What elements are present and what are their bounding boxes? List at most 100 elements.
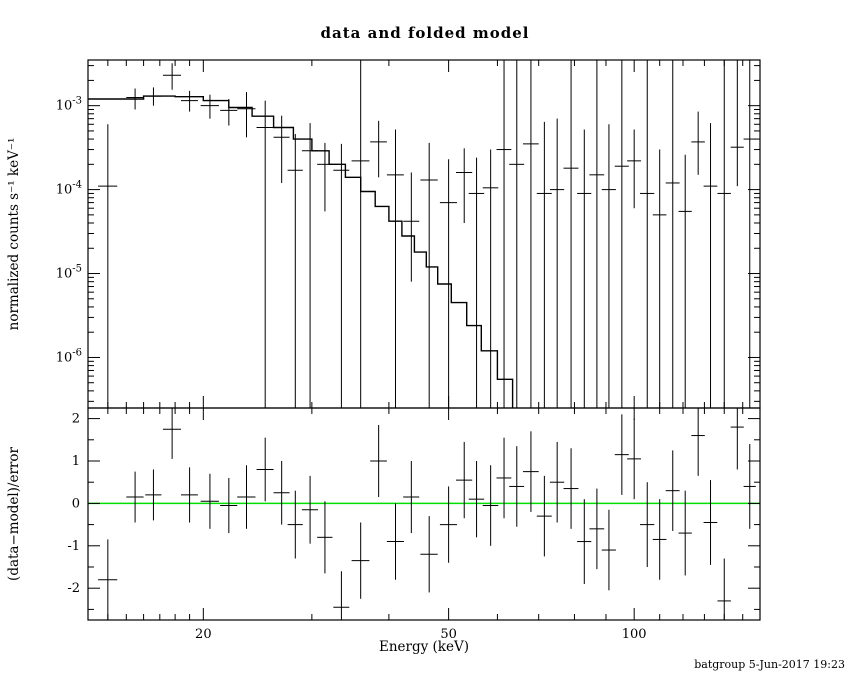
data-point: [665, 60, 680, 408]
data-point: [717, 558, 731, 620]
data-point: [287, 490, 303, 559]
data-point: [627, 418, 642, 500]
data-point: [126, 471, 144, 523]
data-point: [98, 539, 118, 620]
data-point: [665, 450, 680, 531]
data-point: [287, 133, 303, 408]
footer-stamp: batgroup 5-Jun-2017 19:23: [694, 658, 845, 671]
data-point: [317, 142, 333, 212]
data-point: [496, 437, 512, 519]
data-point: [403, 461, 420, 534]
data-point: [691, 111, 705, 175]
data-point: [301, 123, 319, 408]
data-point: [563, 60, 579, 408]
data-point: [333, 571, 350, 620]
data-point: [522, 60, 539, 408]
data-point: [162, 63, 182, 90]
data-point: [98, 124, 118, 408]
data-point: [717, 60, 731, 408]
data-point: [273, 461, 290, 525]
svg-text:1: 1: [72, 454, 80, 469]
y-axis-label-spectrum: normalized counts s⁻¹ keV⁻¹: [6, 138, 22, 331]
data-point: [482, 149, 499, 408]
plot-title: data and folded model: [321, 24, 530, 42]
data-point: [256, 100, 274, 408]
data-point: [589, 60, 605, 408]
data-point: [370, 120, 387, 178]
data-point: [317, 501, 333, 574]
data-point: [181, 90, 198, 112]
data-point: [509, 60, 525, 408]
data-point: [627, 129, 642, 209]
data-point: [652, 499, 667, 580]
data-point: [640, 482, 655, 567]
data-point: [351, 60, 370, 408]
svg-text:100: 100: [622, 627, 647, 642]
data-point: [730, 60, 744, 187]
data-point: [563, 448, 579, 529]
data-point: [237, 465, 256, 529]
data-point: [468, 157, 485, 408]
data-point: [256, 437, 274, 502]
data-point: [351, 522, 370, 599]
data-point: [496, 60, 512, 408]
svg-text:10-5: 10-5: [56, 264, 82, 282]
data-point: [730, 408, 744, 470]
data-point: [370, 424, 387, 498]
data-point: [145, 469, 162, 521]
svg-text:50: 50: [440, 627, 457, 642]
data-point: [614, 60, 629, 408]
data-point: [743, 444, 756, 529]
data-point: [522, 431, 539, 512]
axis-frame: [87, 59, 761, 621]
data-point: [577, 129, 592, 408]
svg-text:10-4: 10-4: [56, 180, 82, 198]
data-point: [439, 159, 458, 408]
data-point: [536, 121, 552, 408]
svg-text:2: 2: [72, 412, 80, 427]
data-point: [509, 446, 525, 527]
data-point: [162, 408, 182, 459]
data-point: [549, 441, 565, 523]
data-point: [468, 461, 485, 538]
data-point: [614, 414, 629, 495]
svg-text:10-3: 10-3: [56, 96, 82, 114]
data-point: [301, 475, 319, 544]
x-axis-label: Energy (keV): [379, 639, 469, 655]
data-point: [640, 60, 655, 408]
data-point: [386, 503, 404, 580]
data-point: [678, 154, 692, 408]
data-point: [456, 148, 473, 223]
data-point: [577, 499, 592, 584]
data-point: [743, 60, 756, 408]
residuals-data: [88, 408, 760, 620]
data-point: [200, 473, 219, 529]
data-point: [536, 475, 552, 557]
svg-text:0: 0: [72, 496, 80, 511]
data-point: [601, 124, 616, 408]
data-point: [386, 129, 404, 408]
data-point: [403, 172, 420, 282]
svg-text:10-6: 10-6: [56, 347, 82, 365]
data-point: [220, 477, 238, 534]
data-point: [549, 118, 565, 408]
data-point: [273, 115, 290, 183]
data-point: [200, 94, 219, 119]
data-point: [420, 516, 438, 593]
svg-text:-2: -2: [67, 581, 80, 596]
model-line: [88, 95, 514, 408]
data-point: [482, 465, 499, 546]
data-point: [703, 480, 718, 565]
spectrum-data: [88, 60, 756, 408]
data-point: [652, 149, 667, 408]
y-axis-label-residuals: (data−model)/error: [6, 447, 22, 581]
svg-text:20: 20: [195, 627, 212, 642]
data-point: [420, 142, 438, 408]
svg-text:-1: -1: [67, 539, 80, 554]
data-point: [439, 486, 458, 563]
data-point: [333, 143, 350, 408]
axis-ticks: [88, 60, 760, 620]
data-point: [181, 467, 198, 523]
